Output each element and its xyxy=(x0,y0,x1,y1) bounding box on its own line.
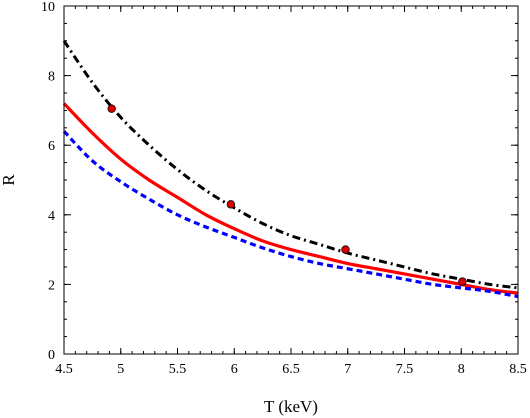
series-line-solid xyxy=(62,102,519,295)
y-tick-label: 6 xyxy=(48,139,55,154)
x-tick-label: 5.5 xyxy=(169,362,187,377)
plot-area xyxy=(62,39,519,299)
data-point xyxy=(226,200,236,209)
y-tick-label: 10 xyxy=(41,0,55,15)
x-tick-label: 7 xyxy=(344,362,351,377)
axis-ticks: 4.5 5 5.5 6 6.5 7 7.5 8 8.5 0 2 4 6 8 10 xyxy=(41,0,527,377)
data-point xyxy=(107,104,116,113)
x-tick-label: 6 xyxy=(231,362,238,377)
y-tick-label: 8 xyxy=(48,70,55,85)
series-line-dashed xyxy=(62,130,519,299)
y-tick-label: 0 xyxy=(48,348,55,363)
x-tick-label: 6.5 xyxy=(282,362,300,377)
x-tick-label: 8.5 xyxy=(509,362,527,377)
x-axis-label: T (keV) xyxy=(264,397,318,416)
y-tick-label: 4 xyxy=(48,209,55,224)
x-tick-label: 8 xyxy=(458,362,465,377)
data-point xyxy=(341,245,350,254)
x-tick-label: 5 xyxy=(117,362,124,377)
x-tick-label: 4.5 xyxy=(55,362,73,377)
y-axis-label: R xyxy=(0,174,18,186)
y-tick-label: 2 xyxy=(48,278,55,293)
plot-frame xyxy=(63,5,519,355)
x-tick-label: 7.5 xyxy=(396,362,414,377)
data-point xyxy=(458,277,467,286)
